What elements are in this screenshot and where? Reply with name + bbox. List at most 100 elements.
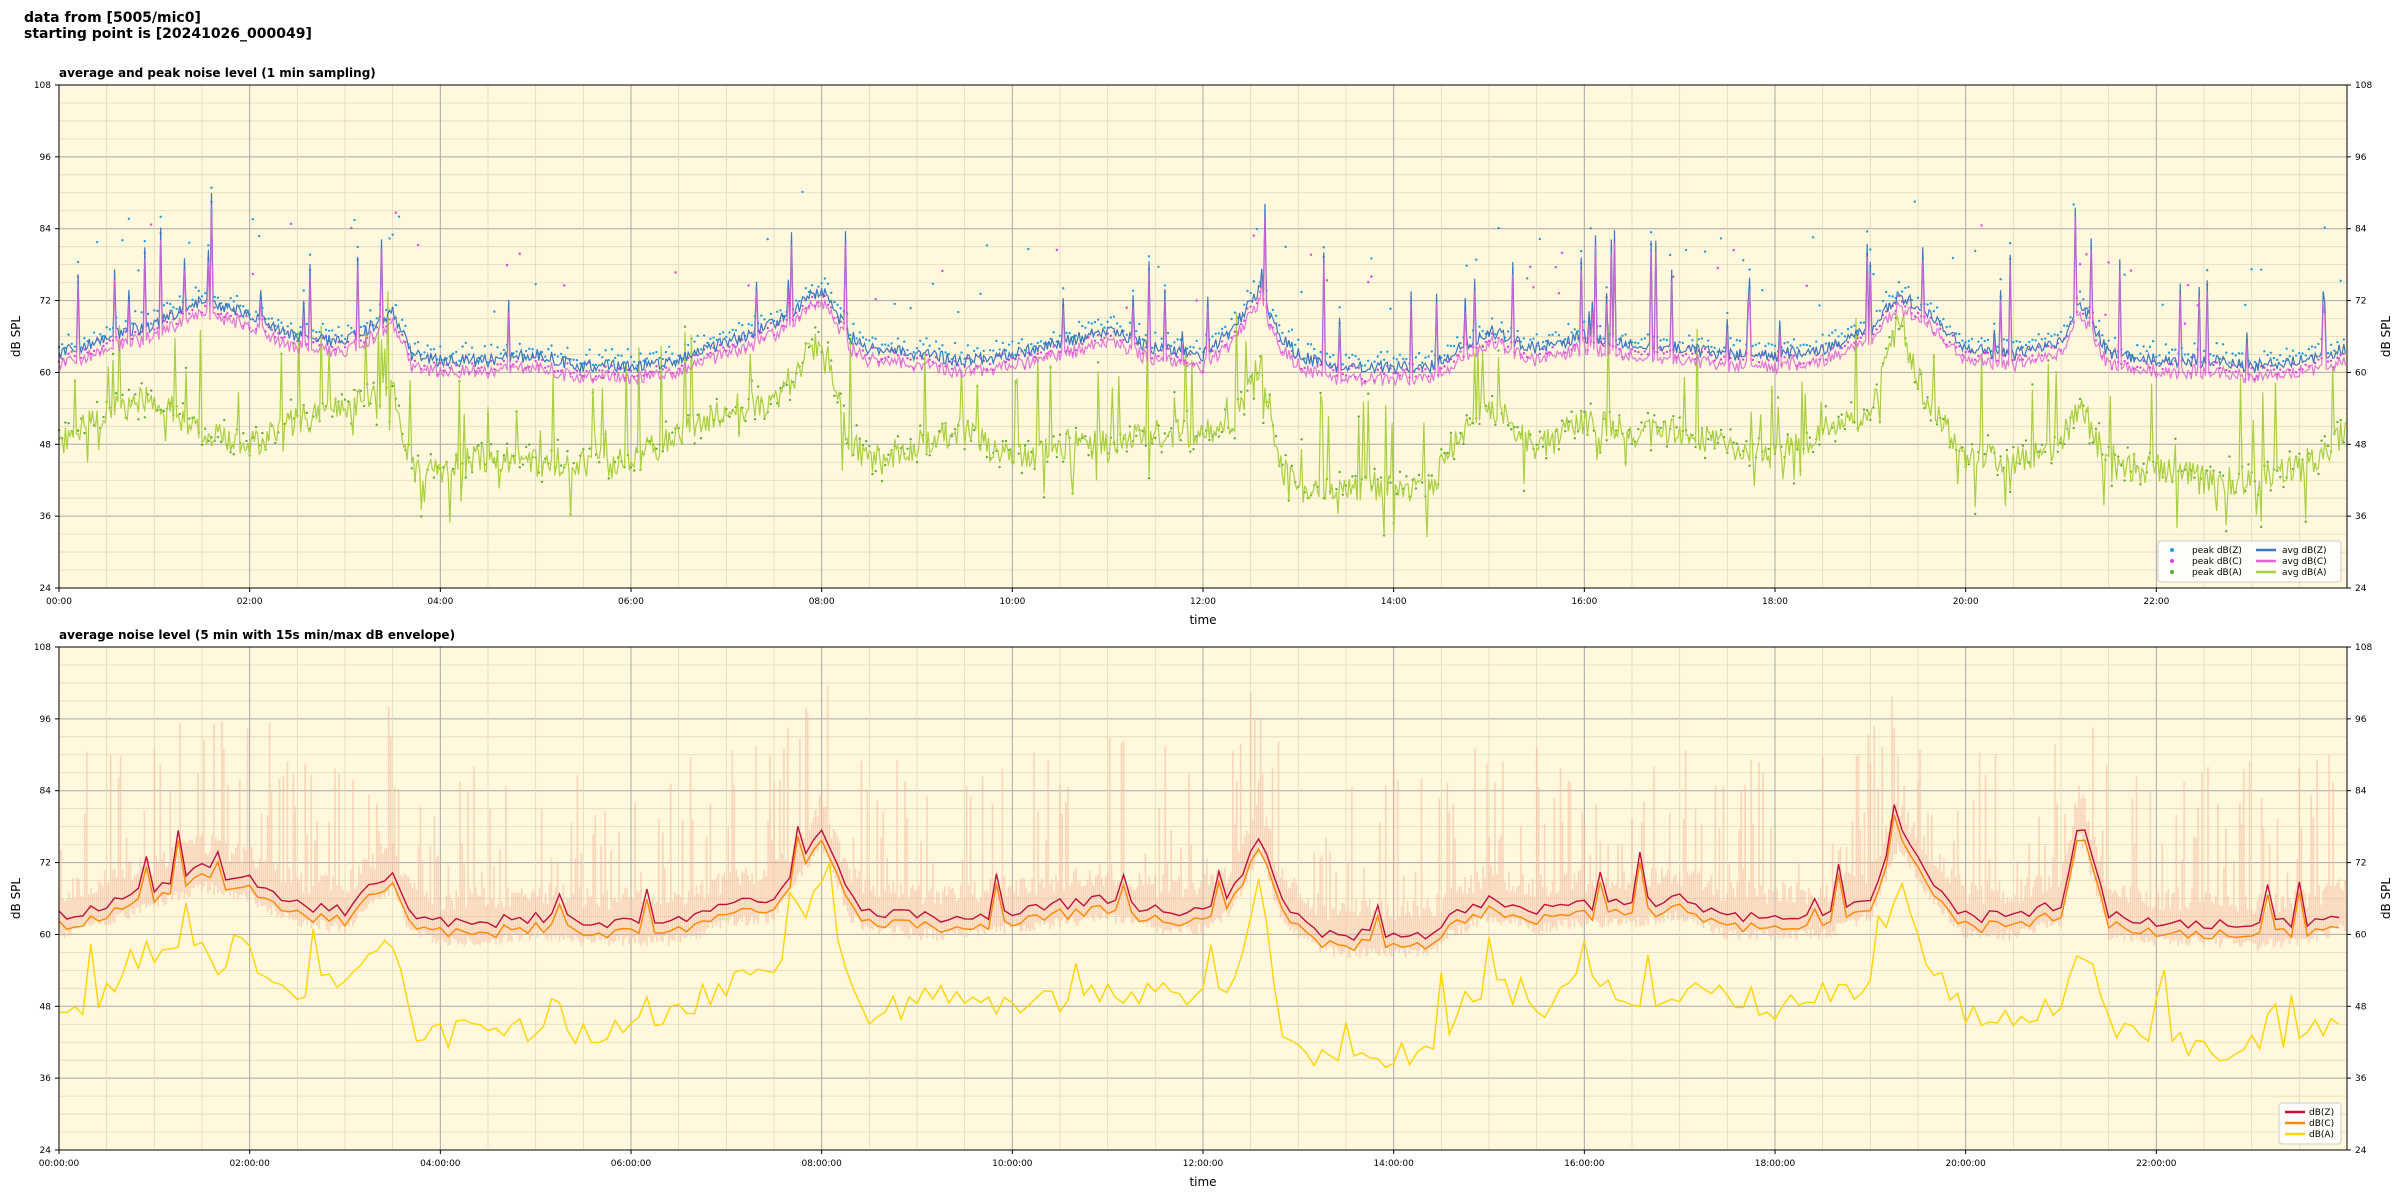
peak-dbz-point [826, 282, 830, 286]
header-start-line: starting point is [20241026_000049] [24, 26, 312, 42]
peak-dbz-point [515, 350, 518, 353]
peak-dbc-point [1554, 266, 1557, 269]
peak-dbc-point [1722, 355, 1726, 358]
peak-dbc-point [416, 243, 420, 247]
peak-dbc-point [73, 354, 77, 358]
y-tick-label-left: 24 [40, 1146, 52, 1156]
x-tick-label: 08:00:00 [801, 1159, 842, 1169]
peak-dbc-point [1643, 350, 1646, 353]
peak-dbz-point [2139, 352, 2142, 355]
peak-dba-point [1865, 409, 1869, 412]
peak-dbz-point [1074, 334, 1078, 337]
peak-dba-point [1462, 442, 1465, 446]
peak-dbz-point [369, 309, 372, 312]
peak-dbz-point [769, 312, 773, 316]
legend-label: dB(Z) [2309, 1108, 2334, 1118]
peak-dbc-point [1872, 333, 1875, 336]
peak-dbc-point [1732, 248, 1735, 252]
peak-dba-point [521, 463, 525, 466]
y-tick-label-right: 60 [2355, 930, 2367, 940]
peak-dbz-point [1106, 320, 1109, 324]
peak-dbc-point [1805, 284, 1808, 287]
peak-dbz-point [1061, 287, 1065, 290]
peak-dbz-point [912, 351, 916, 354]
peak-dbc-point [572, 371, 575, 374]
peak-dbz-point [1977, 340, 1980, 343]
peak-dbz-point [1456, 336, 1459, 339]
peak-dbc-point [2136, 365, 2139, 369]
peak-dba-point [64, 421, 67, 424]
peak-dbc-point [1100, 338, 1103, 342]
peak-dba-point [1862, 408, 1866, 411]
peak-dba-point [67, 421, 70, 425]
peak-dbz-point [849, 333, 852, 337]
peak-dbz-point [356, 245, 359, 249]
peak-dbz-point [159, 215, 162, 218]
x-tick-label: 12:00:00 [1183, 1159, 1224, 1169]
peak-dbz-point [632, 360, 636, 363]
peak-dbz-point [1754, 343, 1758, 346]
peak-dbz-point [1710, 345, 1713, 349]
peak-dbz-point [1970, 337, 1974, 341]
peak-dbz-point [2225, 351, 2228, 354]
peak-dbc-point [2139, 366, 2142, 369]
peak-dbz-point [1313, 347, 1316, 351]
peak-dba-point [416, 454, 420, 457]
peak-dbc-point [489, 359, 493, 363]
peak-dbz-point [2323, 226, 2326, 229]
peak-dbc-point [601, 369, 604, 372]
peak-dbc-point [658, 370, 661, 374]
peak-dbz-point [299, 325, 302, 329]
peak-dba-point [1417, 473, 1421, 477]
peak-dbz-point [2126, 350, 2129, 353]
peak-dbz-point [1878, 309, 1882, 312]
peak-dbz-point [1096, 318, 1100, 321]
peak-dbz-point [973, 349, 976, 353]
peak-dbc-point [2342, 352, 2346, 356]
peak-dbz-point [617, 354, 620, 357]
peak-dbc-point [156, 327, 159, 330]
peak-dbc-point [153, 328, 156, 331]
peak-dbc-point [604, 365, 607, 368]
peak-dba-point [2072, 426, 2075, 430]
peak-dbz-point [976, 347, 979, 350]
peak-dbz-point [966, 344, 970, 347]
peak-dbz-point [613, 356, 617, 360]
x-tick-label: 18:00 [1762, 597, 1788, 607]
peak-dbz-point [1703, 250, 1707, 253]
legend-label: avg dB(A) [2282, 568, 2326, 578]
peak-dbz-point [2053, 333, 2056, 336]
peak-dbc-point [2037, 345, 2040, 349]
peak-dba-point [210, 436, 213, 439]
peak-dba-point [763, 417, 766, 421]
peak-dba-point [1179, 439, 1182, 442]
peak-dbz-point [296, 332, 299, 336]
peak-dba-point [1583, 410, 1586, 414]
peak-dbz-point [858, 331, 861, 334]
x-tick-label: 20:00 [1953, 597, 1979, 607]
y-tick-label-right: 60 [2355, 368, 2367, 378]
peak-dbc-point [544, 366, 547, 369]
peak-dbz-point [572, 358, 575, 361]
peak-dba-point [1929, 419, 1932, 422]
peak-dbc-point [124, 330, 127, 334]
peak-dbz-point [1726, 311, 1729, 315]
x-axis-label: time [1189, 1175, 1216, 1189]
peak-dbz-point [1846, 327, 1850, 331]
peak-dba-point [1850, 401, 1853, 404]
peak-dba-point [1703, 456, 1707, 460]
peak-dbz-point [1338, 306, 1341, 309]
peak-dbz-point [550, 344, 553, 347]
peak-dbc-point [1525, 356, 1529, 359]
peak-dbz-point [1602, 337, 1605, 340]
peak-dbz-point [623, 361, 626, 364]
peak-dbz-point [464, 341, 467, 345]
peak-dbz-point [397, 215, 401, 218]
peak-dbz-point [493, 310, 496, 313]
peak-dbz-point [1220, 327, 1224, 331]
peak-dba-point [683, 325, 687, 328]
peak-dba-point [1732, 441, 1735, 444]
peak-dbz-point [1525, 277, 1529, 280]
peak-dba-point [2097, 421, 2101, 425]
peak-dbc-point [985, 368, 989, 371]
